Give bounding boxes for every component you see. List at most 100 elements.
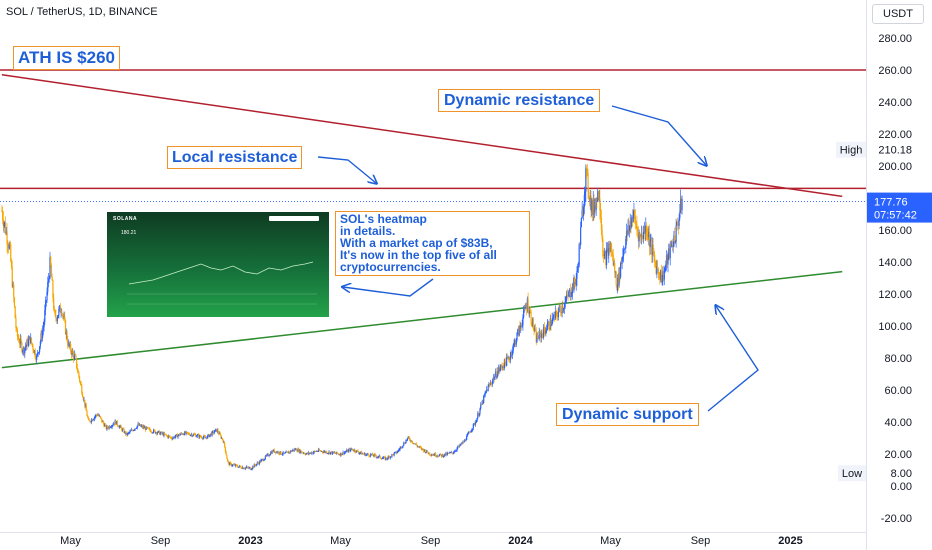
candle-body [409,440,412,442]
candle-body [412,442,414,444]
candle-body [345,451,347,453]
candle-body [585,168,588,170]
candle-body [147,427,149,429]
candle-body [165,434,167,436]
x-tick-label: 2023 [238,535,262,547]
candle-body [397,450,400,451]
candle-body [574,277,576,283]
candle-body [506,356,508,359]
candle-body [103,423,105,427]
candle-body [301,450,303,453]
candle-body [63,316,65,318]
candle-body [307,452,309,454]
candle-body [261,459,264,460]
ath-callout: ATH IS $260 [13,46,121,70]
candle-body [375,454,377,457]
candle-body [563,308,565,311]
candle-body [242,467,244,469]
candle-body [221,438,223,439]
candle-body [520,325,522,328]
candle-body [511,352,513,355]
candle-body [338,454,340,456]
candle-body [377,457,379,458]
candle-body [329,451,331,454]
candle-body [259,461,261,463]
candle-body [497,371,499,377]
current-price-badge [867,192,932,223]
candle-body [111,425,113,428]
currency-button[interactable]: USDT [872,4,924,24]
high-label: High [840,145,863,157]
candle-body [122,428,124,430]
candle-body [84,405,87,407]
candle-body [513,342,515,345]
candle-body [158,430,161,435]
candle-body [629,220,631,226]
candle-body [570,295,572,298]
candle-body [81,385,83,394]
candle-body [649,240,651,248]
candle-body [286,451,289,453]
candle-body [369,456,371,457]
candle-body [131,429,133,431]
candle-body [575,278,577,285]
candle-body [232,464,235,466]
candle-body [46,291,48,301]
candle-body [583,207,585,216]
candle-body [220,434,222,439]
candle-body [295,448,298,451]
candle-body [48,278,50,280]
candle-body [61,314,64,316]
candle-body [40,333,42,342]
candle-body [392,454,395,456]
candle-body [365,454,367,456]
candle-body [663,270,665,280]
candle-body [600,210,602,218]
candle-body [355,450,357,453]
candle-body [24,347,26,354]
candle-body [126,432,128,436]
candle-body [189,434,191,436]
candle-body [485,391,487,393]
candle-body [127,432,130,434]
candle-body [438,454,440,457]
candle-body [264,458,266,461]
candle-body [201,438,204,439]
candle-body [577,265,580,267]
note-line: With a market cap of $83B, [340,236,493,250]
candle-body [144,427,146,429]
candle-body [229,462,232,464]
candle-body [424,449,426,453]
candle-body [612,254,614,266]
candle-body [342,452,344,455]
candle-body [33,349,35,353]
low-value: 8.00 [891,468,912,480]
candle-body [582,210,584,216]
candle-body [69,344,71,347]
candle-body [31,343,33,346]
candle-body [326,453,329,455]
current-price-value: 177.76 [874,197,908,209]
candle-body [597,191,600,200]
candle-body [466,435,468,440]
candle-body [306,453,309,454]
candle-body [509,359,511,361]
candle-body [333,452,335,454]
candle-body [107,426,109,428]
candle-body [247,467,249,469]
candle-body [36,355,38,361]
candle-body [26,339,28,346]
candle-body [60,312,62,314]
candle-body [335,451,338,454]
candle-body [654,254,656,262]
x-tick-label: May [600,535,621,547]
candle-body [24,346,27,348]
candle-body [71,350,73,355]
dynamic-support-arrow [707,306,759,412]
candle-body [20,338,22,343]
candle-body [532,318,534,330]
candle-body [21,351,24,352]
candle-body [451,451,453,453]
candle-body [349,448,352,452]
